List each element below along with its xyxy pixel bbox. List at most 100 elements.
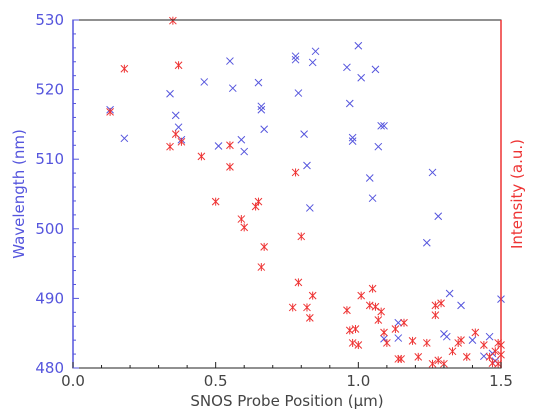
x-marker-point (354, 41, 363, 50)
x-marker-point (254, 78, 263, 87)
asterisk-marker-point (422, 338, 431, 347)
asterisk-marker-point (434, 356, 443, 365)
x-marker-point (200, 78, 209, 86)
x-marker-point (300, 130, 308, 138)
x-marker-point (228, 84, 237, 93)
x-marker-point (422, 238, 431, 247)
x-marker-point (171, 111, 180, 120)
x-marker-point (257, 105, 266, 114)
asterisk-marker-point (357, 291, 366, 300)
x-marker-point (120, 134, 129, 143)
asterisk-marker-point (380, 328, 388, 337)
asterisk-marker-point (303, 303, 311, 312)
x-marker-point (257, 102, 266, 111)
asterisk-marker-point (169, 16, 177, 25)
asterisk-marker-point (457, 336, 465, 345)
asterisk-marker-point (371, 302, 380, 311)
x-marker-point (442, 332, 451, 341)
x-marker-point (214, 142, 223, 150)
x-marker-point (226, 57, 234, 65)
x-marker-point (305, 204, 314, 212)
asterisk-marker-point (226, 141, 234, 150)
x-marker-point (348, 133, 357, 142)
x-marker-point (343, 63, 351, 72)
y-tick-label: 510 (35, 150, 64, 168)
asterisk-marker-point (254, 197, 263, 206)
asterisk-marker-point (383, 338, 391, 347)
x-marker-point (291, 52, 300, 61)
x-tick-label: 0.0 (61, 372, 85, 390)
x-marker-point (371, 65, 380, 74)
x-marker-point (345, 99, 354, 108)
asterisk-marker-point (240, 223, 249, 232)
right-y-axis-title: Intensity (a.u.) (508, 139, 526, 249)
asterisk-marker-point (348, 338, 357, 347)
asterisk-marker-point (431, 311, 440, 320)
x-marker-point (368, 194, 377, 203)
asterisk-marker-point (288, 303, 297, 312)
asterisk-marker-point (400, 318, 408, 327)
x-marker-point (394, 318, 403, 327)
x-marker-point (166, 89, 174, 98)
plot-frame (72, 19, 502, 369)
asterisk-marker-point (437, 299, 445, 308)
y-tick-label: 480 (35, 359, 64, 377)
asterisk-marker-point (391, 325, 400, 334)
asterisk-marker-point (431, 301, 440, 310)
y-tick-label: 490 (35, 289, 64, 307)
asterisk-marker-point (343, 306, 351, 315)
asterisk-marker-point (106, 107, 114, 116)
x-marker-point (311, 47, 320, 56)
x-marker-point (237, 135, 246, 144)
x-marker-point (394, 334, 403, 342)
x-marker-point (357, 73, 366, 82)
y-tick-label: 520 (35, 81, 64, 99)
x-marker-point (374, 142, 383, 151)
x-marker-point (348, 137, 357, 145)
y-tick-label: 500 (35, 220, 64, 238)
asterisk-marker-point (177, 137, 186, 146)
x-marker-point (380, 334, 388, 343)
asterisk-marker-point (305, 313, 314, 322)
asterisk-marker-point (345, 326, 354, 335)
asterisk-marker-point (237, 215, 246, 224)
asterisk-marker-point (414, 352, 423, 361)
asterisk-marker-point (365, 301, 374, 310)
axis-ticks: 0.0 0.5 1.0 1.5 480 490 500 510 520 530 (35, 11, 513, 390)
asterisk-marker-point (297, 232, 306, 241)
asterisk-marker-point (166, 142, 174, 151)
x-axis-title: SNOS Probe Position (µm) (190, 392, 383, 410)
asterisk-marker-point (354, 341, 363, 350)
asterisk-marker-point (171, 130, 180, 139)
x-marker-point (428, 168, 437, 177)
left-y-axis-title: Wavelength (nm) (10, 129, 28, 259)
asterisk-marker-point (291, 168, 300, 177)
asterisk-marker-point (408, 336, 417, 345)
x-marker-point (380, 121, 388, 130)
asterisk-marker-point (480, 341, 488, 350)
x-marker-point (308, 58, 317, 67)
x-marker-point (260, 125, 269, 134)
x-marker-point (485, 332, 494, 341)
asterisk-marker-point (211, 197, 220, 206)
data-points (106, 16, 505, 368)
asterisk-marker-point (257, 263, 266, 272)
asterisk-marker-point (374, 315, 383, 324)
asterisk-marker-point (197, 152, 206, 161)
x-marker-point (174, 123, 183, 132)
x-tick-label: 0.5 (204, 372, 228, 390)
asterisk-marker-point (174, 61, 183, 70)
asterisk-marker-point (448, 347, 457, 356)
y-tick-label: 530 (35, 11, 64, 29)
x-marker-point (457, 301, 465, 310)
asterisk-marker-point (377, 307, 386, 316)
asterisk-marker-point (491, 347, 500, 356)
asterisk-marker-point (260, 242, 269, 251)
asterisk-marker-point (351, 325, 360, 334)
asterisk-marker-point (120, 64, 129, 73)
x-marker-point (303, 161, 311, 170)
asterisk-marker-point (226, 162, 234, 171)
x-marker-point (294, 89, 303, 97)
asterisk-marker-point (462, 352, 471, 361)
